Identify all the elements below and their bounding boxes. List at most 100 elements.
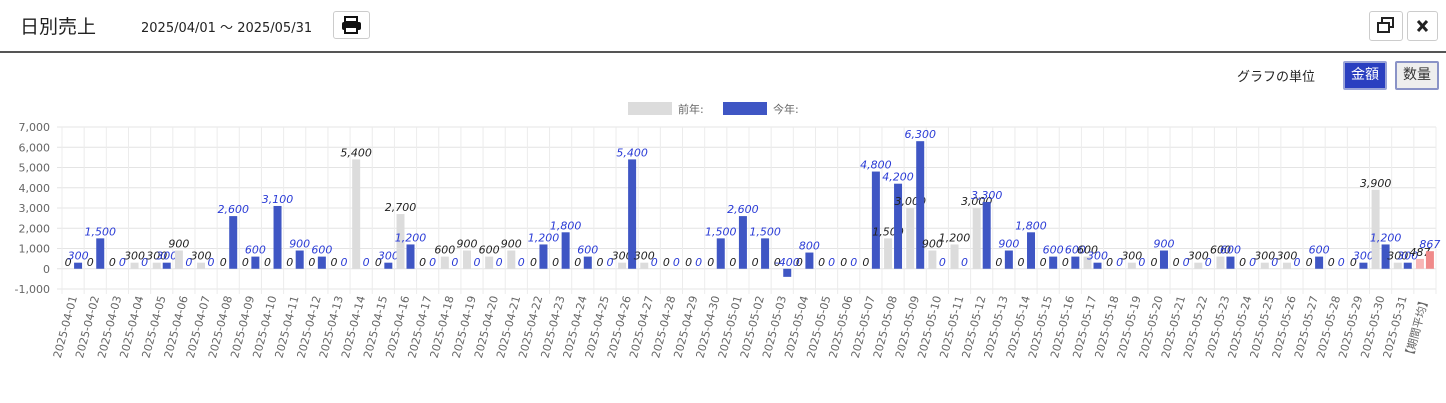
value-label: 0 [518, 256, 525, 269]
value-label: 600 [1077, 244, 1098, 257]
value-label: 0 [1306, 256, 1313, 269]
bar [1315, 256, 1324, 269]
value-label: 300 [191, 250, 212, 263]
y-tick-label: 7,000 [19, 121, 51, 134]
value-label: 0 [1205, 256, 1212, 269]
quantity-button[interactable]: 数量 [1395, 61, 1439, 90]
bar [1093, 262, 1102, 269]
bar [871, 171, 880, 269]
bar [130, 262, 139, 269]
value-label: 600 [479, 244, 500, 257]
legend-swatch [628, 102, 672, 115]
y-tick-label: 5,000 [19, 162, 51, 175]
value-label: 0 [185, 256, 192, 269]
value-label: 300 [68, 250, 89, 263]
y-tick-label: 2,000 [19, 222, 51, 235]
value-label: 0 [818, 256, 825, 269]
value-label: 0 [729, 256, 736, 269]
bar [982, 201, 991, 269]
bar [916, 141, 925, 269]
value-label: 300 [378, 250, 399, 263]
value-label: 0 [530, 256, 537, 269]
bar [197, 262, 206, 269]
bar [618, 262, 627, 269]
value-label: 0 [451, 256, 458, 269]
y-tick-label: 3,000 [19, 202, 51, 215]
value-label: 0 [1338, 256, 1345, 269]
value-label: 0 [331, 256, 338, 269]
close-button[interactable] [1407, 11, 1438, 41]
value-label: 900 [1153, 238, 1174, 251]
value-label: 1,200 [395, 231, 427, 244]
bar [273, 205, 282, 269]
bar [1371, 189, 1380, 269]
bar [972, 208, 981, 269]
value-label: 0 [496, 256, 503, 269]
restore-icon [1377, 17, 1394, 33]
value-label: 300 [1087, 250, 1108, 263]
value-label: 900 [501, 238, 522, 251]
value-label: 0 [1328, 256, 1335, 269]
value-label: 0 [552, 256, 559, 269]
unit-label: グラフの単位 [1237, 70, 1316, 85]
value-label: 600 [311, 244, 332, 257]
value-label: 867 [1419, 238, 1440, 251]
bar [1393, 262, 1402, 269]
bar [805, 252, 814, 269]
value-label: 0 [473, 256, 480, 269]
value-label: 0 [752, 256, 759, 269]
value-label: 4,800 [860, 159, 892, 172]
bar [229, 216, 238, 269]
value-label: 0 [208, 256, 215, 269]
value-label: 0 [673, 256, 680, 269]
value-label: 0 [606, 256, 613, 269]
value-label: 600 [245, 244, 266, 257]
restore-button[interactable] [1369, 11, 1403, 41]
value-label: 300 [1353, 250, 1374, 263]
value-label: 1,800 [1015, 219, 1047, 232]
period: 2025/04/01 ～ 2025/05/31 [141, 21, 313, 36]
bar [906, 208, 915, 269]
bar [152, 262, 161, 269]
value-label: 1,200 [939, 231, 971, 244]
amount-button[interactable]: 金額 [1343, 61, 1387, 90]
value-label: 0 [141, 256, 148, 269]
print-icon [342, 16, 361, 34]
title: 日別売上 [20, 16, 97, 38]
value-label: 0 [850, 256, 857, 269]
bar [1216, 256, 1225, 269]
value-label: 0 [1116, 256, 1123, 269]
bar [1415, 258, 1424, 269]
y-tick-label: 4,000 [19, 182, 51, 195]
bar [1071, 256, 1080, 269]
value-label: 0 [862, 256, 869, 269]
value-label: 0 [375, 256, 382, 269]
value-label: 1,200 [1370, 231, 1402, 244]
bar [352, 159, 361, 269]
bar [396, 214, 405, 269]
value-label: 600 [434, 244, 455, 257]
value-label: -400 [775, 256, 800, 269]
bar [162, 262, 171, 269]
bar [539, 244, 548, 269]
bar [485, 256, 494, 269]
value-label: 2,600 [727, 203, 759, 216]
bar [716, 238, 725, 269]
value-label: 1,500 [84, 225, 116, 238]
value-label: 300 [1188, 250, 1209, 263]
print-button[interactable] [333, 11, 370, 39]
bar [251, 256, 260, 269]
bar [1260, 262, 1269, 269]
bar [1083, 256, 1092, 269]
bar [1226, 256, 1235, 269]
value-label: 0 [242, 256, 249, 269]
value-label: 0 [707, 256, 714, 269]
value-label: 0 [840, 256, 847, 269]
value-label: 0 [651, 256, 658, 269]
bar [295, 250, 304, 269]
value-label: 0 [1350, 256, 1357, 269]
value-label: 300 [1387, 250, 1408, 263]
legend-label: 前年: [678, 102, 704, 116]
value-label: 800 [799, 240, 820, 253]
